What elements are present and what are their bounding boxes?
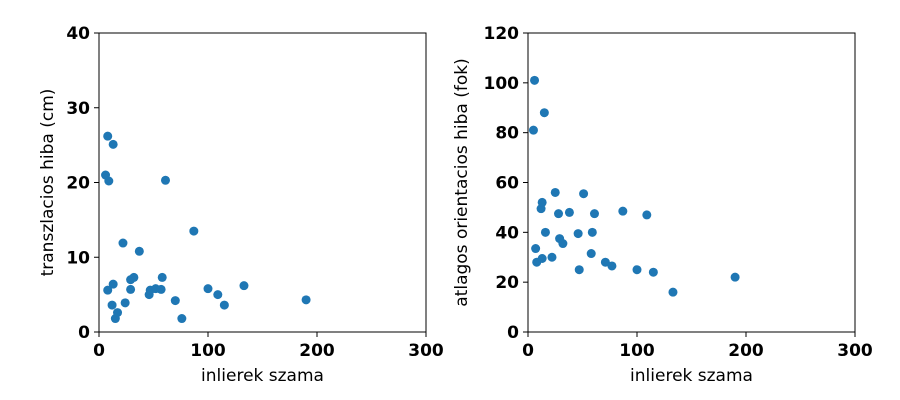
data-point	[157, 272, 167, 282]
data-point	[108, 279, 118, 289]
data-point	[573, 229, 583, 239]
data-point	[301, 295, 311, 305]
x-tick-label: 300	[837, 341, 873, 361]
data-point	[579, 189, 589, 199]
data-point	[540, 227, 550, 237]
left-scatter-panel: 0 100 200 300 0 10 20 30 40 inlierek szama transzl…	[38, 24, 444, 386]
plot-frame	[527, 32, 856, 333]
data-point	[189, 226, 199, 236]
data-point	[539, 108, 549, 118]
x-axis-label: inlierek szama	[201, 366, 324, 386]
data-point	[618, 206, 628, 216]
data-point	[530, 75, 540, 85]
x-axis-label: inlierek szama	[630, 366, 753, 386]
data-point	[219, 300, 229, 310]
x-tick-label: 200	[728, 341, 764, 361]
data-point	[177, 314, 187, 324]
x-tick-label: 0	[522, 341, 534, 361]
data-point	[104, 176, 114, 186]
data-point	[589, 209, 599, 219]
y-tick-label: 120	[484, 24, 520, 44]
x-tick-label: 200	[299, 341, 335, 361]
x-tick-label: 300	[408, 341, 444, 361]
y-tick-label: 20	[66, 174, 90, 194]
y-tick-label: 0	[507, 323, 519, 343]
data-point	[574, 265, 584, 275]
data-point	[730, 272, 740, 282]
right-scatter-panel: 0 100 200 300 0 20 40 60 80 100 120 inlierek szama a…	[452, 24, 873, 386]
data-point	[239, 281, 249, 291]
data-point	[648, 267, 658, 277]
data-point	[531, 244, 541, 254]
y-tick-label: 80	[495, 124, 519, 144]
data-point	[528, 125, 538, 135]
data-point	[632, 265, 642, 275]
data-point	[118, 238, 128, 248]
x-tick-label: 100	[190, 341, 226, 361]
data-point	[537, 197, 547, 207]
data-point	[547, 252, 557, 262]
y-tick-label: 40	[495, 223, 519, 243]
data-point	[600, 257, 610, 267]
data-point	[120, 298, 130, 308]
y-tick-label: 60	[495, 174, 519, 194]
data-point	[558, 239, 568, 249]
data-point	[587, 227, 597, 237]
data-point	[108, 139, 118, 149]
data-point	[564, 207, 574, 217]
y-tick-label: 100	[484, 74, 520, 94]
data-point	[203, 284, 213, 294]
data-point	[213, 290, 223, 300]
data-point	[160, 175, 170, 185]
data-point	[607, 261, 617, 271]
data-point	[103, 285, 113, 295]
data-point	[554, 209, 564, 219]
data-point	[537, 253, 547, 263]
data-point	[156, 284, 166, 294]
data-point	[668, 287, 678, 297]
data-point	[103, 131, 113, 141]
y-tick-label: 30	[66, 99, 90, 119]
data-point	[586, 249, 596, 259]
data-point	[550, 187, 560, 197]
x-tick-label: 100	[619, 341, 655, 361]
data-point	[107, 300, 117, 310]
data-point	[170, 296, 180, 306]
y-tick-label: 10	[66, 248, 90, 268]
y-axis-label: transzlacios hiba (cm)	[38, 89, 58, 277]
data-point	[126, 284, 136, 294]
data-point	[129, 272, 139, 282]
data-point	[642, 210, 652, 220]
y-axis-label: atlagos orientacios hiba (fok)	[452, 58, 472, 306]
y-tick-label: 40	[66, 24, 90, 44]
y-tick-label: 0	[78, 323, 90, 343]
data-point	[113, 308, 123, 318]
x-tick-label: 0	[93, 341, 105, 361]
data-point	[134, 246, 144, 256]
y-tick-label: 20	[495, 273, 519, 293]
